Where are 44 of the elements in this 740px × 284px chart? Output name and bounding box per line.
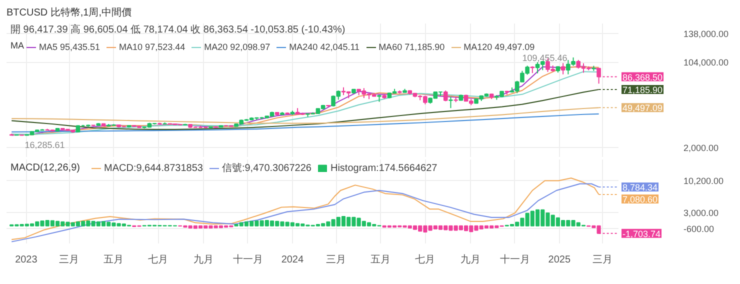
line-series: [11, 113, 600, 133]
annotation: -1,703.74: [622, 228, 661, 239]
y-tick-label: 3,000.00: [684, 208, 719, 218]
x-tick-label: 五月: [104, 254, 124, 266]
x-tick-label: 十一月: [500, 254, 530, 266]
annotation: 8,784.34: [622, 182, 658, 192]
y-tick-label: 10,200.00: [684, 176, 724, 186]
x-tick-label: 2024: [281, 254, 304, 266]
legend-label: MA5 95,435.51: [39, 42, 100, 52]
x-tick-label: 三月: [592, 254, 612, 266]
x-tick-label: 九月: [460, 254, 480, 266]
y-tick-label: 138,000.00: [684, 29, 729, 40]
x-tick-label: 九月: [193, 254, 214, 266]
legend-label: 信號:9,470.3067226: [222, 162, 312, 175]
y-tick-label: 2,000.00: [684, 142, 719, 153]
legend-label: Histogram:174.5664627: [330, 162, 438, 174]
candlestick: [448, 96, 453, 109]
legend-label: MA60 71,185.90: [378, 42, 445, 52]
x-tick-label: 七月: [148, 254, 168, 266]
legend-label: MACD:9,644.8731853: [104, 162, 203, 174]
y-tick-label: 104,000.00: [684, 58, 729, 68]
x-tick-label: 2023: [15, 254, 38, 266]
annotation: 7,080.60: [622, 194, 658, 204]
candlestick: [560, 62, 566, 75]
legend-label: MA120 49,497.09: [464, 42, 535, 52]
legend-title: MA: [10, 40, 24, 50]
y-tick-label: -600.00: [684, 224, 714, 234]
annotation: 86,368.50: [622, 72, 663, 82]
chart-title: BTCUSD 比特幣,1周,中間價: [6, 6, 132, 18]
legend-label: MA10 97,523.44: [119, 42, 186, 52]
annotation: 開 96,417.39 高 96,605.04 低 78,174.04 收 86,363.54 -10,053.85 (-10.43%): [10, 24, 346, 36]
x-tick-label: 五月: [370, 254, 391, 266]
x-tick-label: 三月: [59, 254, 80, 266]
legend-label: MA20 92,098.97: [204, 42, 270, 52]
annotation: 16,285.61: [24, 140, 65, 150]
x-tick-label: 七月: [415, 254, 436, 266]
x-tick-label: 三月: [326, 254, 346, 266]
annotation: 71,185.90: [622, 85, 663, 96]
legend-title: MACD(12,26,9): [10, 162, 80, 174]
annotation: 49,497.09: [622, 103, 663, 114]
legend-label: MA240 42,045.11: [289, 42, 360, 52]
annotation: 109,455.46: [522, 52, 568, 63]
x-tick-label: 2025: [548, 254, 571, 266]
x-tick-label: 十一月: [232, 254, 263, 266]
